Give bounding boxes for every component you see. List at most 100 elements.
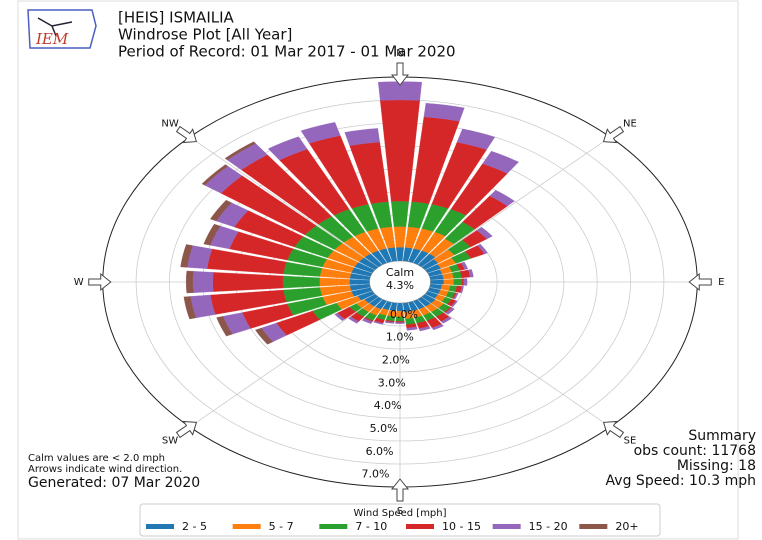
- chart-subtitle: Windrose Plot [All Year]: [118, 26, 292, 44]
- bar-segment: [431, 323, 444, 331]
- bar-segment: [224, 141, 256, 161]
- logo: IEM: [27, 9, 97, 49]
- bar-segment: [216, 316, 233, 337]
- legend-label: 5 - 7: [269, 520, 294, 533]
- legend-label: 20+: [615, 520, 638, 533]
- bar-segment: [255, 327, 274, 345]
- bar-segment: [418, 326, 431, 332]
- bar-segment: [393, 226, 407, 248]
- bar-segment: [319, 277, 350, 287]
- r-tick-label: 4.0%: [374, 399, 402, 412]
- calm-circle: [369, 260, 431, 304]
- bar-segment: [440, 284, 451, 291]
- bar-segment: [396, 247, 404, 262]
- bar-segment: [453, 292, 459, 300]
- r-tick-label: 6.0%: [366, 445, 394, 458]
- direction-label: E: [718, 277, 724, 288]
- logo-text: IEM: [35, 30, 69, 48]
- legend-swatch: [492, 524, 521, 529]
- legend: [139, 503, 661, 537]
- bar-segment: [461, 278, 464, 286]
- direction-label: NE: [623, 118, 637, 129]
- direction-arrow: [688, 272, 712, 292]
- summary: Summary: [688, 428, 756, 444]
- period: Period of Record: 01 Mar 2017 - 01 Mar 2…: [118, 43, 456, 61]
- bar-segment: [185, 270, 194, 294]
- spoke: [421, 296, 611, 428]
- bar-segment: [378, 81, 422, 101]
- legend-title: Wind Speed [mph]: [353, 508, 446, 519]
- direction-arrow: [602, 420, 625, 439]
- bar-segment: [384, 321, 395, 324]
- bar-segment: [482, 150, 519, 174]
- bar-segment: [443, 279, 454, 285]
- note: Arrows indicate wind direction.: [28, 464, 182, 475]
- calm-value: 4.3%: [386, 279, 414, 292]
- direction-label: S: [397, 506, 403, 517]
- bar-segment: [183, 296, 197, 320]
- bar-segment: [395, 322, 405, 324]
- legend-label: 2 - 5: [182, 520, 207, 533]
- direction-label: SW: [162, 436, 178, 447]
- legend-label: 10 - 15: [442, 520, 481, 533]
- bar-segment: [203, 223, 221, 246]
- direction-arrow: [602, 125, 625, 144]
- bar-segment: [463, 278, 468, 286]
- bar-segment: [192, 271, 214, 293]
- logo-lines: [37, 17, 73, 37]
- legend-swatch: [232, 524, 261, 529]
- r-tick-label: 3.0%: [378, 376, 406, 389]
- summary: Missing: 18: [677, 458, 756, 474]
- legend-swatch: [406, 524, 434, 529]
- spoke: [421, 136, 611, 268]
- bar-segment: [180, 244, 193, 268]
- bar-segment: [406, 326, 418, 331]
- bar-segment: [453, 278, 463, 286]
- chart-title: [HEIS] ISMAILIA: [118, 9, 235, 27]
- direction-label: N: [396, 48, 403, 59]
- legend-swatch: [146, 524, 174, 529]
- bar-segment: [334, 312, 346, 321]
- r-tick-label: 2.0%: [382, 353, 410, 366]
- spoke: [189, 296, 379, 428]
- bar-segment: [477, 244, 488, 255]
- direction-label: NW: [161, 118, 178, 129]
- frame: [17, 0, 739, 540]
- r-tick-label: 5.0%: [370, 422, 398, 435]
- summary: Avg Speed: 10.3 mph: [606, 473, 756, 489]
- legend-label: 7 - 10: [355, 520, 387, 533]
- bar-segment: [201, 164, 229, 186]
- r-tick-label: 7.0%: [362, 468, 390, 481]
- bar-segment: [468, 269, 474, 278]
- generated: Generated: 07 Mar 2020: [28, 475, 200, 491]
- bar-segment: [451, 271, 463, 279]
- summary: obs count: 11768: [634, 443, 756, 459]
- bar-segment: [476, 226, 493, 240]
- bar-segment: [344, 128, 380, 146]
- bar-segment: [361, 318, 373, 324]
- bar-segment: [210, 199, 232, 222]
- calm-label: Calm: [386, 266, 414, 279]
- bar-segment: [440, 316, 452, 324]
- direction-label: SE: [624, 436, 637, 447]
- bar-segment: [445, 307, 455, 315]
- bar-segment: [460, 286, 464, 294]
- bar-segment: [430, 279, 444, 285]
- bar-segment: [300, 122, 341, 144]
- bar-segment: [423, 103, 465, 122]
- bar-segment: [267, 136, 308, 161]
- legend-swatch: [319, 524, 348, 529]
- note: Calm values are < 2.0 mph: [28, 453, 165, 464]
- bar-segment: [212, 272, 284, 292]
- bar-segment: [460, 261, 469, 270]
- bar-segment: [282, 275, 320, 289]
- r-tick-label: 0.0%: [390, 308, 418, 321]
- direction-arrow: [390, 62, 410, 86]
- bar-segment: [391, 201, 409, 227]
- direction-arrow: [175, 125, 198, 144]
- legend-swatch: [579, 524, 608, 529]
- bar-segment: [451, 300, 458, 307]
- spoke: [189, 136, 379, 268]
- bar-segment: [489, 190, 515, 207]
